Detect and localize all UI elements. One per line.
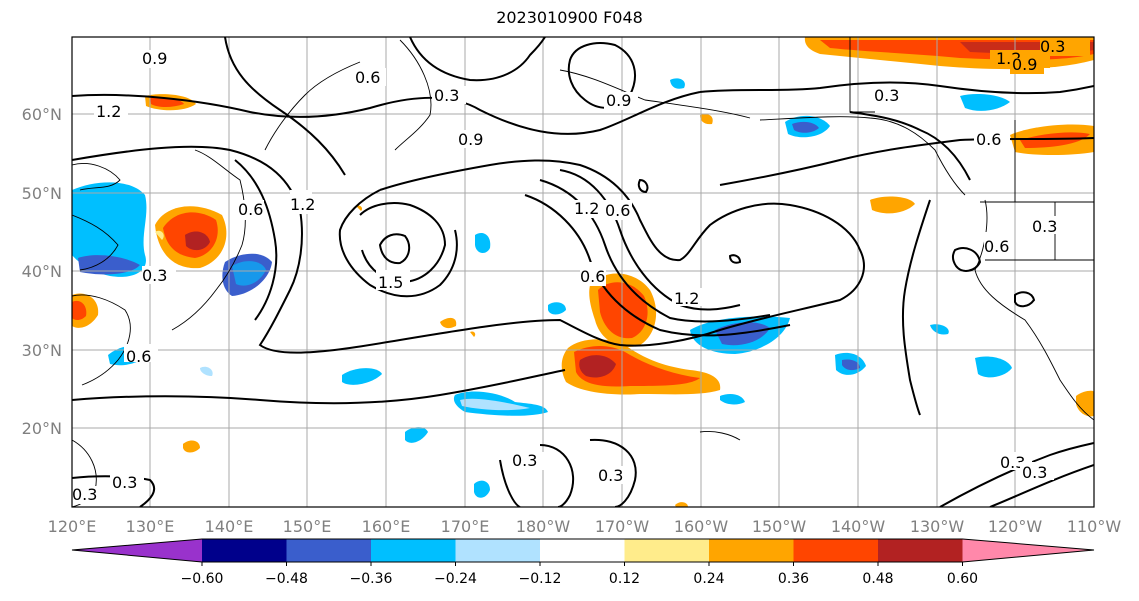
contour-label: 0.3	[112, 473, 137, 492]
colorbar-tick-label: 0.48	[862, 571, 893, 587]
contour-label: 0.6	[355, 68, 380, 87]
contour-label: 0.9	[606, 91, 631, 110]
lon-tick-labels: 120°E 130°E 140°E 150°E 160°E 170°E 180°…	[48, 517, 1122, 536]
lon-tick-label: 130°W	[910, 517, 965, 536]
contour-label: 0.3	[1000, 453, 1025, 472]
colorbar-segment	[624, 539, 709, 562]
colorbar-right-extension	[962, 539, 1094, 562]
contour-label: 0.3	[874, 86, 899, 105]
contour-label: 0.3	[1040, 37, 1065, 56]
colorbar-tick-label: −0.24	[434, 571, 477, 587]
colorbar-tick-label: 0.60	[947, 571, 978, 587]
contour-label: 0.6	[580, 267, 605, 286]
anomaly-shading	[72, 37, 1094, 507]
colorbar-tick-label: −0.48	[265, 571, 308, 587]
lon-tick-label: 160°E	[362, 517, 411, 536]
colorbar-segment	[286, 539, 371, 562]
contour-label: 0.9	[1012, 55, 1037, 74]
colorbar-segment	[455, 539, 540, 562]
lon-tick-label: 130°E	[126, 517, 175, 536]
contour-label: 0.6	[126, 347, 151, 366]
lon-tick-label: 170°E	[441, 517, 490, 536]
colorbar-segment	[878, 539, 963, 562]
colorbar-tick-label: −0.60	[181, 571, 224, 587]
colorbar-segment	[793, 539, 878, 562]
map-title: 2023010900 F048	[496, 8, 643, 27]
contour-label: 0.9	[458, 130, 483, 149]
colorbar-tick-label: 0.12	[609, 571, 640, 587]
contour-label: 1.2	[96, 102, 121, 121]
contour-label: 0.3	[434, 86, 459, 105]
contour-label: 0.9	[142, 49, 167, 68]
colorbar: −0.60 −0.48 −0.36 −0.24 −0.12 0.12 0.24 …	[71, 538, 1095, 587]
contour-label: 0.3	[1032, 217, 1057, 236]
lon-tick-label: 150°W	[752, 517, 807, 536]
contour-label: 0.6	[605, 201, 630, 220]
colorbar-tick-label: 0.36	[778, 571, 809, 587]
lat-tick-labels: 20°N 30°N 40°N 50°N 60°N	[22, 105, 62, 438]
contour-label: 1.5	[378, 273, 403, 292]
lon-tick-label: 150°E	[283, 517, 332, 536]
contour-label: 0.3	[1022, 463, 1047, 482]
contour-label: 0.6	[238, 200, 263, 219]
lon-tick-label: 120°W	[988, 517, 1043, 536]
lon-tick-label: 160°W	[674, 517, 729, 536]
colorbar-segment	[709, 539, 794, 562]
colorbar-tick-label: 0.24	[693, 571, 724, 587]
contour-label: 0.3	[512, 451, 537, 470]
contour-label: 1.2	[674, 289, 699, 308]
contour-label: 0.3	[598, 466, 623, 485]
lon-tick-label: 170°W	[595, 517, 650, 536]
colorbar-left-extension	[72, 539, 202, 562]
contour-label: 0.6	[976, 130, 1001, 149]
lat-tick-label: 50°N	[22, 184, 62, 203]
contour-label: 1.2	[290, 195, 315, 214]
contour-lines	[72, 37, 1094, 507]
map-border	[71, 36, 1095, 508]
colorbar-segment	[202, 539, 287, 562]
colorbar-segment	[371, 539, 456, 562]
lat-tick-label: 20°N	[22, 419, 62, 438]
colorbar-tick-label: −0.36	[350, 571, 393, 587]
lon-tick-label: 140°E	[205, 517, 254, 536]
contour-label: 0.3	[142, 266, 167, 285]
lat-tick-label: 60°N	[22, 105, 62, 124]
contour-label: 0.3	[72, 485, 97, 504]
contour-labels: 0.9 0.6 1.2 0.3 0.6 0.9 1.2 0.6 1.2 1.5 …	[72, 37, 1090, 504]
colorbar-segment	[540, 539, 625, 562]
colorbar-tick-label: −0.12	[519, 571, 562, 587]
lon-tick-label: 120°E	[48, 517, 97, 536]
lon-tick-label: 140°W	[831, 517, 886, 536]
contour-label: 1.2	[574, 199, 599, 218]
contour-label: 0.6	[984, 237, 1009, 256]
lat-tick-label: 40°N	[22, 262, 62, 281]
lon-tick-label: 180°W	[516, 517, 571, 536]
lat-tick-label: 30°N	[22, 341, 62, 360]
lon-tick-label: 110°W	[1067, 517, 1122, 536]
